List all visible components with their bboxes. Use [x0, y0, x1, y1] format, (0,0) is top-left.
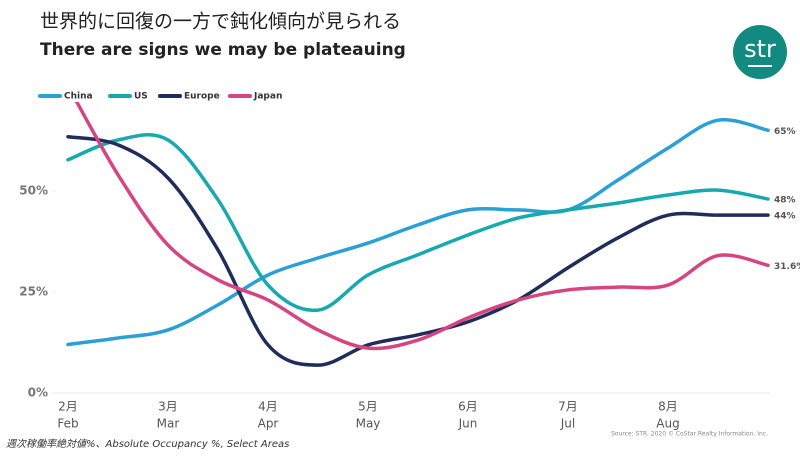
- series-line: [66, 117, 770, 347]
- end-label: 31.6%: [774, 262, 800, 272]
- x-tick-label-en: Mar: [157, 417, 180, 431]
- x-tick-label-en: Aug: [656, 417, 679, 431]
- x-tick-label: 8月: [658, 400, 678, 414]
- chart-subtitle: There are signs we may be plateauing: [40, 40, 406, 60]
- chart-title: 世界的に回復の一方で鈍化傾向が見られる: [40, 11, 401, 33]
- end-label: 65%: [774, 127, 796, 137]
- end-label: 48%: [774, 196, 796, 206]
- x-tick-label: 7月: [558, 400, 578, 414]
- plot-area: [66, 102, 770, 367]
- x-tick-label-en: Apr: [258, 417, 279, 431]
- end-label: 44%: [774, 212, 796, 222]
- x-tick-label: 3月: [158, 400, 178, 414]
- legend-label: US: [134, 92, 148, 102]
- logo: str: [744, 35, 776, 63]
- y-tick-label: 50%: [19, 183, 48, 197]
- series-line: [66, 132, 770, 313]
- x-tick-label-en: Feb: [57, 417, 78, 431]
- series-line: [74, 102, 770, 351]
- source: Source: STR. 2020 © CoStar Realty Inform…: [611, 431, 768, 438]
- x-tick-label: 5月: [358, 400, 378, 414]
- x-tick-label: 4月: [258, 400, 278, 414]
- legend-label: Japan: [253, 92, 282, 102]
- legend-label: China: [64, 92, 93, 102]
- x-tick-label-en: Jun: [458, 417, 478, 431]
- y-tick-label: 0%: [28, 386, 48, 400]
- footnote: 週次稼働率絶対値%、Absolute Occupancy %, Select A…: [6, 438, 289, 450]
- legend-label: Europe: [184, 92, 220, 102]
- x-tick-label: 2月: [58, 400, 78, 414]
- y-tick-label: 25%: [19, 284, 48, 298]
- series-line: [66, 135, 770, 367]
- x-tick-label-en: May: [356, 417, 381, 431]
- logo-badge: [733, 25, 787, 79]
- x-tick-label: 6月: [458, 400, 478, 414]
- x-tick-label-en: Jul: [560, 417, 575, 431]
